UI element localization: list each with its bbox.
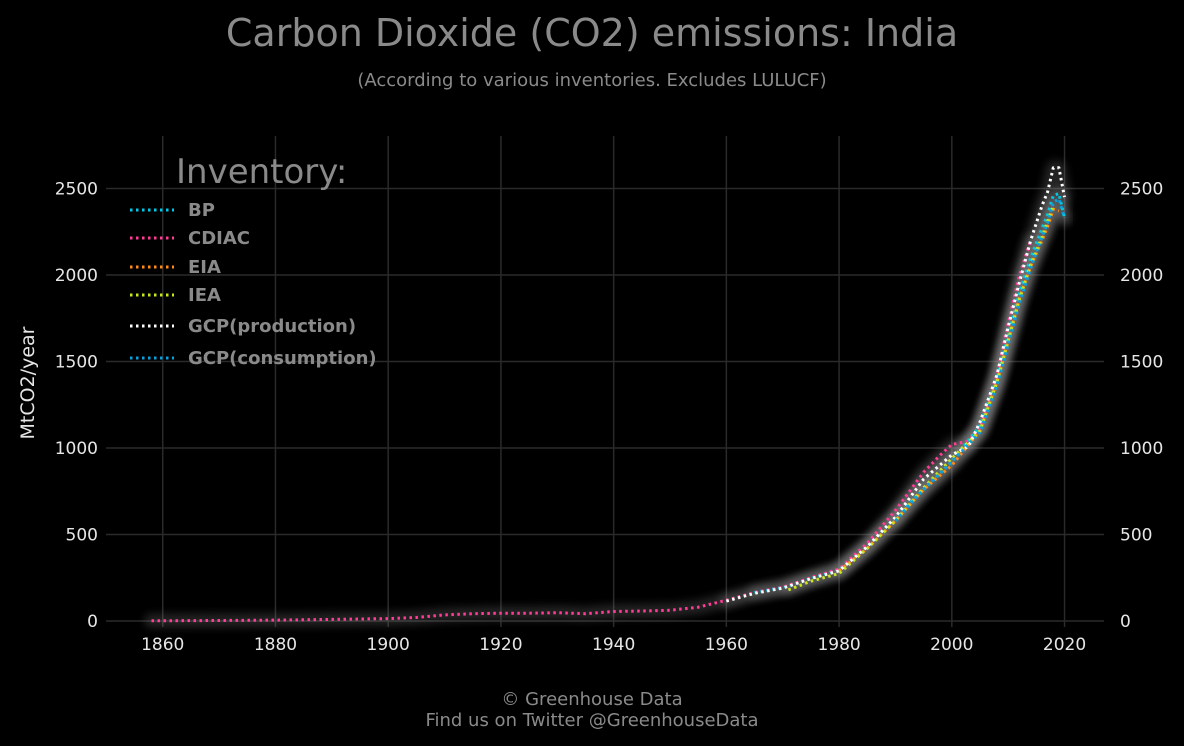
y-tick-label-right: 2000	[1120, 266, 1163, 286]
series-glow	[888, 191, 1072, 528]
y-tick-label-left: 2000	[55, 266, 98, 286]
y-tick-label-right: 1000	[1120, 439, 1163, 459]
series-line-eia	[838, 207, 1060, 572]
series-lines	[144, 160, 1072, 628]
x-tick-label: 2000	[930, 635, 973, 655]
footer-twitter: Find us on Twitter @GreenhouseData	[425, 710, 758, 731]
y-tick-label-left: 1000	[55, 439, 98, 459]
y-tick-label-left: 0	[87, 612, 98, 632]
x-tick-label: 1960	[705, 635, 748, 655]
chart-subtitle: (According to various inventories. Exclu…	[357, 70, 826, 91]
series-line-iea	[787, 205, 1055, 592]
y-tick-label-left: 1500	[55, 352, 98, 372]
y-tick-label-right: 2500	[1120, 179, 1163, 199]
y-tick-label-left: 2500	[55, 179, 98, 199]
legend-label: IEA	[188, 285, 221, 306]
x-tick-label: 1920	[479, 635, 522, 655]
legend-label: GCP(consumption)	[188, 348, 377, 369]
axis-ticks: 1860 1880 1900 1920 1940 1960 1980 2000 2020 0 0 50…	[55, 179, 1164, 655]
series-line-gcp-production	[725, 166, 1066, 603]
legend-title: Inventory:	[176, 152, 347, 192]
x-tick-label: 1900	[367, 635, 410, 655]
y-tick-label-left: 500	[66, 525, 98, 545]
legend-label: EIA	[188, 257, 221, 278]
y-axis-label: MtCO2/year	[17, 326, 39, 439]
x-tick-label: 2020	[1043, 635, 1086, 655]
footer-copyright: © Greenhouse Data	[501, 689, 682, 710]
x-tick-label: 1880	[254, 635, 297, 655]
series-line-cdiac	[151, 239, 1033, 623]
y-tick-label-right: 0	[1120, 612, 1131, 632]
x-tick-label: 1860	[141, 635, 184, 655]
legend-label: CDIAC	[188, 228, 250, 249]
legend-label: GCP(production)	[188, 316, 356, 337]
y-tick-label-right: 500	[1120, 525, 1152, 545]
x-tick-label: 1980	[817, 635, 860, 655]
legend-label: BP	[188, 200, 215, 221]
chart-title: Carbon Dioxide (CO2) emissions: India	[226, 11, 958, 55]
y-tick-label-right: 1500	[1120, 352, 1163, 372]
x-tick-label: 1940	[592, 635, 635, 655]
legend: Inventory: BP CDIAC EIA IEA GCP(production) G…	[130, 152, 377, 369]
